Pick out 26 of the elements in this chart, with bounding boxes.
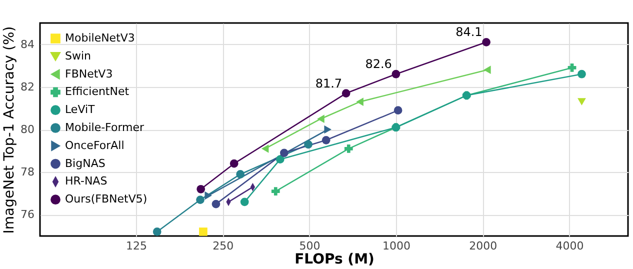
data-label: 84.1 bbox=[456, 25, 482, 40]
legend-label: OnceForAll bbox=[65, 138, 124, 152]
x-tick-label: 4000 bbox=[556, 240, 584, 252]
legend-label: LeViT bbox=[65, 103, 96, 116]
data-label: 81.7 bbox=[315, 76, 342, 90]
x-tick-label: 2000 bbox=[469, 240, 498, 252]
y-tick-label: 80 bbox=[20, 123, 34, 136]
legend-label: Mobile-Former bbox=[65, 121, 145, 134]
legend-label: Ours(FBNetV5) bbox=[65, 192, 148, 206]
legend-label: FBNetV3 bbox=[65, 67, 113, 80]
data-label: 82.6 bbox=[365, 57, 392, 72]
y-tick-label: 76 bbox=[20, 208, 34, 222]
legend-label: Swin bbox=[65, 49, 92, 62]
y-tick-label: 78 bbox=[20, 166, 34, 179]
y-tick-label: 84 bbox=[20, 38, 34, 51]
x-tick-label: 1000 bbox=[382, 240, 410, 252]
y-axis-title: ImageNet Top-1 Accuracy (%) bbox=[2, 26, 18, 234]
legend-label: MobileNetV3 bbox=[65, 32, 135, 44]
legend-label: BigNAS bbox=[65, 156, 106, 170]
y-tick-label: 82 bbox=[20, 80, 34, 94]
x-tick-label: 500 bbox=[299, 240, 320, 252]
x-axis-title: FLOPs (M) bbox=[294, 252, 374, 268]
legend-label: HR-NAS bbox=[65, 174, 108, 188]
legend-label: EfficientNet bbox=[65, 85, 130, 98]
x-tick-label: 250 bbox=[212, 240, 234, 252]
x-tick-label: 125 bbox=[126, 240, 147, 252]
